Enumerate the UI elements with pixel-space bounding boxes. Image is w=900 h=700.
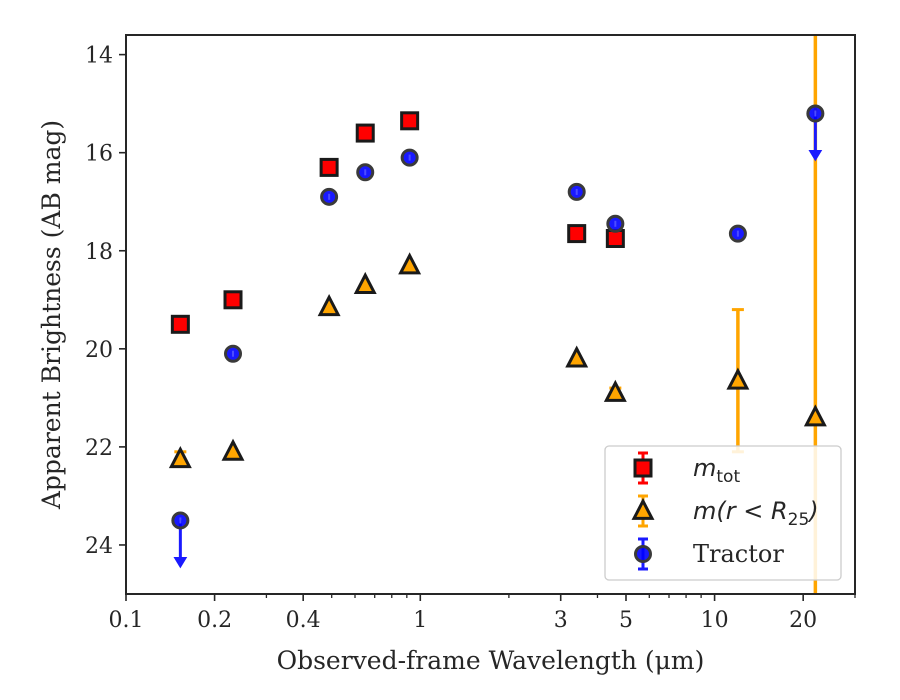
series-square bbox=[170, 111, 625, 334]
y-axis-title: Apparent Brightness (AB mag) bbox=[37, 120, 66, 510]
square-point bbox=[605, 228, 625, 248]
y-tick-label: 20 bbox=[85, 338, 113, 363]
legend-triangle-marker bbox=[631, 497, 655, 520]
triangle-point bbox=[168, 445, 192, 469]
legend-label: mtot bbox=[693, 454, 740, 487]
triangle-point bbox=[353, 271, 377, 295]
legend-label: Tractor bbox=[693, 540, 784, 568]
x-tick-label: 10 bbox=[701, 608, 729, 633]
upper-limit-arrowhead bbox=[173, 556, 188, 569]
upper-limit-arrowhead bbox=[808, 149, 823, 162]
legend-square-marker bbox=[633, 458, 653, 478]
triangle-point bbox=[317, 293, 341, 317]
x-tick-label: 5 bbox=[619, 608, 633, 633]
square-point bbox=[170, 314, 190, 334]
y-tick-label: 18 bbox=[85, 240, 113, 265]
x-tick-label: 3 bbox=[554, 608, 568, 633]
y-tick-label: 14 bbox=[85, 44, 113, 69]
legend-circle-marker bbox=[634, 545, 652, 563]
x-tick-label: 0.4 bbox=[286, 608, 321, 633]
series-circle bbox=[171, 104, 825, 569]
legend-box bbox=[604, 445, 842, 581]
x-axis-title: Observed-frame Wavelength (μm) bbox=[277, 646, 705, 675]
triangle-point bbox=[603, 379, 627, 402]
triangle-point bbox=[565, 345, 589, 368]
plot-frame bbox=[125, 34, 856, 595]
y-tick-label: 24 bbox=[85, 534, 113, 559]
x-axis: 0.1 0.2 0.4 1 3 5 10 20 bbox=[109, 594, 856, 633]
x-tick-label: 20 bbox=[789, 608, 817, 633]
x-tick-label: 1 bbox=[413, 608, 427, 633]
legend: mtot m(r < R25) Tractor bbox=[604, 445, 842, 581]
square-point bbox=[355, 123, 375, 143]
x-tick-label: 0.1 bbox=[109, 608, 144, 633]
triangle-point bbox=[803, 404, 827, 427]
square-point bbox=[319, 157, 339, 177]
square-point bbox=[223, 290, 243, 310]
square-point bbox=[567, 224, 587, 244]
legend-label: m(r < R25) bbox=[693, 497, 819, 530]
triangle-point bbox=[398, 252, 422, 275]
y-tick-label: 16 bbox=[85, 142, 113, 167]
y-tick-label: 22 bbox=[85, 436, 113, 461]
y-axis: 14 16 18 20 22 24 bbox=[85, 44, 126, 559]
x-tick-label: 0.2 bbox=[197, 608, 232, 633]
triangle-point bbox=[726, 367, 750, 390]
square-point bbox=[400, 111, 420, 131]
triangle-point bbox=[221, 438, 245, 461]
